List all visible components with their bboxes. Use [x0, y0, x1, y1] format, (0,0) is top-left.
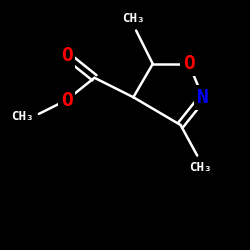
Text: O: O [61, 90, 72, 110]
Text: N: N [197, 88, 209, 107]
Text: O: O [61, 46, 72, 65]
Text: CH₃: CH₃ [189, 161, 211, 174]
Text: CH₃: CH₃ [122, 12, 144, 25]
Text: CH₃: CH₃ [11, 110, 33, 123]
Text: O: O [183, 54, 195, 74]
